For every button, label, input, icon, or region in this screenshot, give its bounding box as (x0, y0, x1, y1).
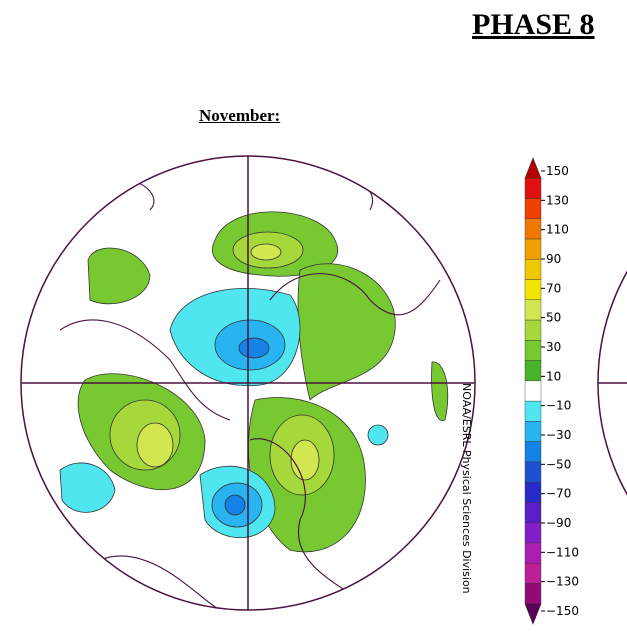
map-fields (59, 169, 449, 610)
colorbar-swatch (524, 238, 542, 260)
colorbar-label: −110 (546, 545, 579, 559)
credit: NOAA/ESRL Physical Sciences Division (460, 383, 473, 594)
colorbar-label: −90 (546, 516, 571, 530)
colorbar-swatch (524, 441, 542, 463)
colorbar-swatch (524, 279, 542, 301)
colorbar-label: −50 (546, 457, 571, 471)
colorbar-label: 30 (546, 340, 561, 354)
colorbar-label: 110 (546, 223, 569, 237)
colorbar-label: 50 (546, 311, 561, 325)
colorbar-swatch (524, 563, 542, 584)
page-title: PHASE 8 (472, 8, 595, 41)
colorbar-label: 90 (546, 252, 561, 266)
colorbar-label: −70 (546, 487, 571, 501)
colorbar-swatch (524, 319, 542, 341)
colorbar-swatch (524, 583, 542, 604)
colorbar-swatch (524, 380, 542, 402)
colorbar-swatch (524, 340, 542, 361)
colorbar-label: −30 (546, 428, 571, 442)
colorbar-swatch (524, 259, 542, 280)
colorbar-swatch (524, 218, 542, 240)
colorbar-swatch (524, 198, 542, 219)
map-title: November: (199, 106, 281, 125)
colorbar-swatch (524, 400, 542, 422)
colorbar-label: −130 (546, 575, 579, 589)
colorbar-label: 10 (546, 369, 561, 383)
colorbar-swatch (524, 481, 542, 503)
colorbar-swatch (524, 502, 542, 523)
colorbar-swatch (524, 299, 542, 321)
colorbar-label: −150 (546, 604, 579, 618)
colorbar-swatch (524, 542, 542, 564)
colorbar: 150 130 110 90 70 50 30 10 −10 −30 −50 −70 −90 −110 −1… (524, 157, 579, 625)
colorbar-cap (524, 603, 542, 625)
colorbar-label: −10 (546, 399, 571, 413)
colorbar-cap (524, 157, 542, 179)
colorbar-swatch (524, 421, 542, 442)
colorbar-label: 70 (546, 281, 561, 295)
colorbar-label: 130 (546, 193, 569, 207)
colorbar-swatch (524, 360, 542, 382)
colorbar-swatch (524, 178, 542, 199)
colorbar-swatch (524, 461, 542, 483)
colorbar-swatch (524, 522, 542, 544)
colorbar-label: 150 (546, 164, 569, 178)
